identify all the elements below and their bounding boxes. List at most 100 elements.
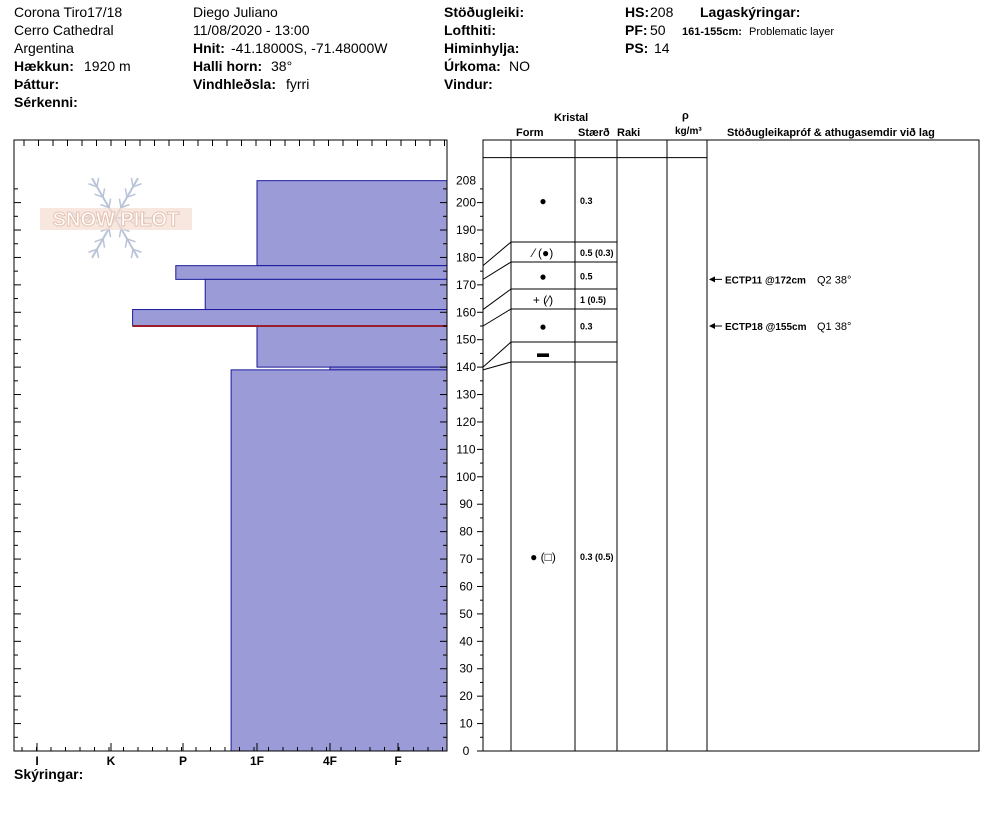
depth-tick-label: 100 [456,470,476,484]
layer-connector [482,261,512,280]
layer-notes-label: Lagaskýringar: [700,4,801,20]
grain-form-symbol: ⁄ (●) [530,246,554,260]
test-arrow-head [709,276,715,283]
country-name: Argentina [14,40,74,56]
depth-tick-label: 80 [459,525,473,539]
hardness-layer-bar [256,325,448,368]
hardness-chart-frame [13,139,448,752]
kristal-header: Kristal [554,112,589,124]
notes-label: Skýringar: [14,766,84,782]
snowpilot-logo: SNOW PILOT [40,177,192,259]
hardness-layer-bar [230,369,448,752]
hardness-scale-label: P [179,754,187,768]
hardness-scale-label: 4F [323,754,337,768]
hardness-layer-bar [256,180,448,267]
aspect-label: Þáttur: [14,76,60,92]
snowflake-branch [124,238,128,248]
layer-note-range: 161-155cm: [682,26,742,38]
rho-header: ρ [682,110,689,122]
slope-value: 38° [271,58,293,74]
precip-label: Úrkoma: [444,58,501,74]
grain-size-value: 1 (0.5) [580,295,606,305]
wind-loading-value: fyrri [286,76,310,92]
hardness-layer-bar [175,265,448,280]
tests-header: Stöðugleikapróf & athugasemdir við lag [727,127,935,139]
snowflake-branch [130,249,134,259]
size-header: Stærð [578,127,610,139]
snowflake-branch [88,248,98,253]
moisture-header: Raki [617,127,641,139]
observation-datetime: 11/08/2020 - 13:00 [193,22,310,38]
snowflake-branch [100,203,110,209]
depth-tick-label: 70 [459,552,473,566]
hs-value: 208 [650,4,674,20]
density-unit-header: kg/m³ [675,126,702,137]
snowflake-branch [94,193,104,198]
wind-loading-label: Vindhleðsla: [193,76,276,92]
coords-label: Hnit: [193,40,225,56]
wind-label: Vindur: [444,76,493,92]
depth-tick-label: 10 [459,717,473,731]
grain-size-value: 0.3 (0.5) [580,552,614,562]
depth-tick-label: 0 [463,744,470,758]
logo-text: SNOW PILOT [53,209,180,231]
snowflake-branch [126,238,136,243]
grain-size-value: 0.5 (0.3) [580,248,614,258]
hardness-scale-label: K [107,754,116,768]
depth-tick-label: 180 [456,250,476,264]
depth-tick-label: 190 [456,223,476,237]
layer-connector [482,308,512,327]
hardness-scale-label: F [394,754,401,768]
ps-value: 14 [654,40,670,56]
observer-name: Diego Juliano [193,4,278,20]
depth-tick-label: 160 [456,305,476,319]
area-name: Cerro Cathedral [14,22,114,38]
depth-tick-label: 90 [459,497,473,511]
snowflake-branch [124,188,128,198]
hardness-layer-bar [204,278,448,311]
precip-value: NO [509,58,530,74]
grain-size-value: 0.3 [580,322,593,332]
pf-value: 50 [650,22,666,38]
grain-form-symbol: ● [539,270,546,284]
layer-note-text: Problematic layer [749,26,834,38]
stability-test-label: ECTP18 @155cm [725,322,807,333]
snowflake-branch [102,238,106,248]
layer-connector [482,241,512,267]
snowflake-branch [96,249,100,259]
depth-tick-label: 20 [459,689,473,703]
snowflake-branch [120,203,130,209]
depth-tick-label: 120 [456,415,476,429]
depth-tick-label: 30 [459,662,473,676]
depth-tick-label: 130 [456,388,476,402]
logo-band [40,208,192,230]
depth-tick-label: 110 [456,442,475,456]
grain-form-symbol: + (⁄) [533,293,553,307]
location-name: Corona Tiro17/18 [14,4,123,20]
snowflake-branch [130,177,134,187]
depth-tick-label: 150 [456,333,476,347]
grain-size-value: 0.3 [580,196,593,206]
grain-form-symbol: ▬ [537,346,549,360]
grain-size-value: 0.5 [580,272,593,282]
form-header: Form [516,127,544,139]
stability-test-extra: Q1 38° [817,321,851,333]
layer-connector [482,288,512,310]
air-temp-label: Lofthiti: [444,22,497,38]
elevation-value: 1920 m [84,58,131,74]
layer-connector [482,361,512,371]
grain-form-symbol: ● (□) [530,550,556,564]
depth-tick-label: 200 [456,196,476,210]
coords-value: -41.18000S, -71.48000W [231,40,388,56]
hs-label: HS: [625,4,650,20]
hardness-scale-label: I [35,754,38,768]
snowflake-branch [118,198,122,208]
snowflake-branch [132,248,142,253]
stability-test-label: ECTP11 @172cm [725,275,806,286]
snowflake-branch [108,198,112,208]
ps-label: PS: [625,40,649,56]
layer-connector [482,341,512,368]
grain-form-symbol: ● [539,320,546,334]
depth-tick-label: 140 [456,360,476,374]
